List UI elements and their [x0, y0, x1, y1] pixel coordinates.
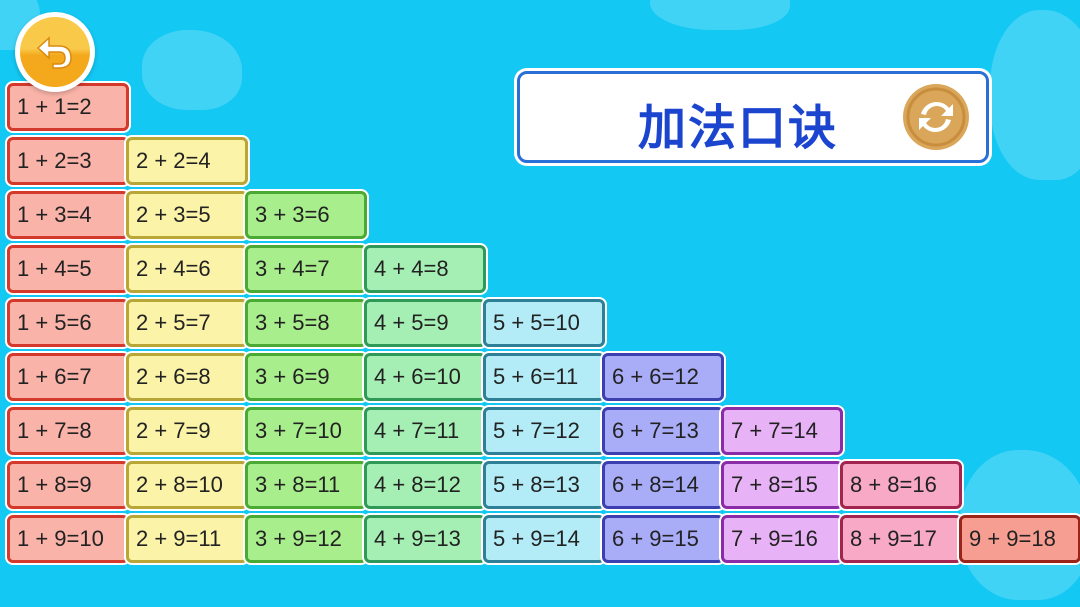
equation-card[interactable]: 1 + 4=5 — [7, 245, 129, 293]
equation-card[interactable]: 7 + 7=14 — [721, 407, 843, 455]
equation-card[interactable]: 5 + 8=13 — [483, 461, 605, 509]
equation-card[interactable]: 5 + 5=10 — [483, 299, 605, 347]
equation-card[interactable]: 1 + 8=9 — [7, 461, 129, 509]
equation-card[interactable]: 3 + 4=7 — [245, 245, 367, 293]
equation-card[interactable]: 2 + 5=7 — [126, 299, 248, 347]
equation-card[interactable]: 7 + 9=16 — [721, 515, 843, 563]
equation-card[interactable]: 8 + 9=17 — [840, 515, 962, 563]
equation-card[interactable]: 5 + 9=14 — [483, 515, 605, 563]
equation-card[interactable]: 4 + 6=10 — [364, 353, 486, 401]
back-arrow-icon — [20, 17, 90, 87]
equation-card[interactable]: 7 + 8=15 — [721, 461, 843, 509]
equation-card[interactable]: 1 + 3=4 — [7, 191, 129, 239]
equation-card[interactable]: 3 + 7=10 — [245, 407, 367, 455]
equation-card[interactable]: 4 + 9=13 — [364, 515, 486, 563]
equation-card[interactable]: 2 + 2=4 — [126, 137, 248, 185]
equation-card[interactable]: 2 + 4=6 — [126, 245, 248, 293]
refresh-icon — [906, 87, 966, 147]
back-button[interactable] — [15, 12, 95, 92]
brain-decoration — [650, 0, 790, 30]
equation-card[interactable]: 3 + 5=8 — [245, 299, 367, 347]
equation-card[interactable]: 2 + 6=8 — [126, 353, 248, 401]
equation-card[interactable]: 1 + 1=2 — [7, 83, 129, 131]
equation-card[interactable]: 1 + 6=7 — [7, 353, 129, 401]
equation-card[interactable]: 2 + 3=5 — [126, 191, 248, 239]
equation-card[interactable]: 4 + 7=11 — [364, 407, 486, 455]
equation-card[interactable]: 5 + 6=11 — [483, 353, 605, 401]
equation-card[interactable]: 8 + 8=16 — [840, 461, 962, 509]
equation-card[interactable]: 4 + 8=12 — [364, 461, 486, 509]
equation-card[interactable]: 2 + 8=10 — [126, 461, 248, 509]
equation-card[interactable]: 3 + 6=9 — [245, 353, 367, 401]
page-title: 加法口诀 — [638, 100, 839, 156]
equation-card[interactable]: 2 + 9=11 — [126, 515, 248, 563]
equation-card[interactable]: 6 + 8=14 — [602, 461, 724, 509]
equation-card[interactable]: 3 + 8=11 — [245, 461, 367, 509]
equation-card[interactable]: 2 + 7=9 — [126, 407, 248, 455]
equation-card[interactable]: 1 + 5=6 — [7, 299, 129, 347]
equation-card[interactable]: 3 + 9=12 — [245, 515, 367, 563]
equation-card[interactable]: 9 + 9=18 — [959, 515, 1080, 563]
brain-decoration — [990, 10, 1080, 180]
equation-card[interactable]: 6 + 9=15 — [602, 515, 724, 563]
equation-card[interactable]: 6 + 7=13 — [602, 407, 724, 455]
equation-card[interactable]: 1 + 2=3 — [7, 137, 129, 185]
equation-card[interactable]: 4 + 4=8 — [364, 245, 486, 293]
equation-card[interactable]: 5 + 7=12 — [483, 407, 605, 455]
equation-card[interactable]: 6 + 6=12 — [602, 353, 724, 401]
refresh-button[interactable] — [903, 84, 969, 150]
equation-card[interactable]: 4 + 5=9 — [364, 299, 486, 347]
title-panel: 加法口诀 — [517, 71, 989, 163]
equation-card[interactable]: 1 + 7=8 — [7, 407, 129, 455]
brain-decoration — [142, 30, 242, 110]
equation-card[interactable]: 3 + 3=6 — [245, 191, 367, 239]
equation-card[interactable]: 1 + 9=10 — [7, 515, 129, 563]
